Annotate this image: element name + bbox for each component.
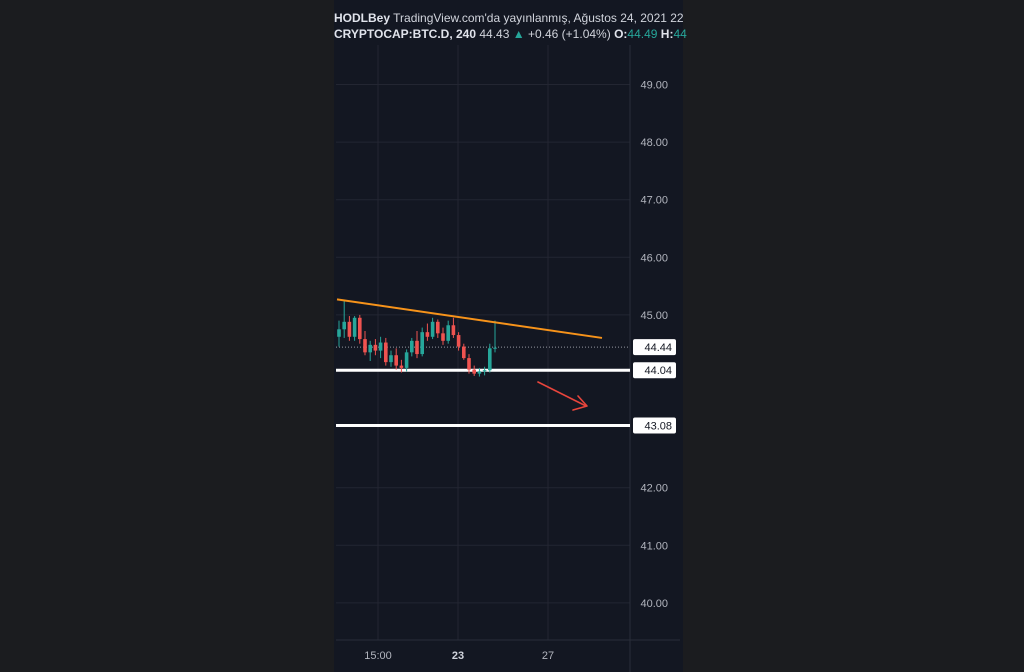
arrow-shaft bbox=[537, 381, 587, 407]
candle-body bbox=[462, 346, 466, 359]
candles bbox=[337, 300, 497, 377]
price-tick-label: 48.00 bbox=[640, 137, 668, 149]
high-label: H: bbox=[660, 27, 674, 41]
candle-body bbox=[404, 352, 409, 368]
price-tick-label: 42.00 bbox=[640, 483, 668, 495]
candle-body bbox=[456, 335, 461, 347]
candle-body bbox=[363, 339, 367, 353]
trendline bbox=[336, 298, 603, 339]
price-tick-label: 47.00 bbox=[640, 195, 668, 207]
symbol-line: CRYPTOCAP:BTC.D, 240 44.43 ▲ +0.46 (+1.0… bbox=[334, 26, 714, 42]
candle-body bbox=[415, 340, 419, 355]
time-axis: 15:00 23 27 bbox=[364, 650, 554, 662]
open-label: O: bbox=[614, 27, 628, 41]
arrow-head bbox=[572, 395, 588, 411]
time-tick-label: 15:00 bbox=[364, 650, 392, 662]
chart-panel[interactable] bbox=[334, 0, 683, 672]
candle-body bbox=[384, 342, 388, 363]
price-labels: 44.44 44.04 43.08 bbox=[633, 339, 676, 434]
candle-body bbox=[467, 358, 471, 370]
candle-body bbox=[482, 370, 487, 372]
open-value: 44.49 bbox=[627, 27, 658, 41]
candle-body bbox=[472, 369, 476, 374]
price-tick-label: 46.00 bbox=[640, 252, 668, 264]
candle-body bbox=[347, 321, 352, 337]
candle-body bbox=[389, 355, 393, 363]
right-margin bbox=[683, 0, 1024, 672]
high-value: 44 bbox=[673, 27, 687, 41]
price-label-box bbox=[633, 339, 676, 356]
price-axis: 49.00 48.00 47.00 46.00 45.00 42.00 41.00 40.00 bbox=[640, 80, 668, 610]
candle-body bbox=[368, 344, 372, 353]
price-tick-label: 41.00 bbox=[640, 540, 668, 552]
last-price: 44.43 bbox=[479, 27, 510, 41]
chart-header: HODLBey TradingView.com'da yayınlanmış, … bbox=[334, 10, 714, 42]
candle-body bbox=[352, 317, 357, 337]
candle-body bbox=[436, 321, 440, 334]
price-tick-label: 40.00 bbox=[640, 598, 668, 610]
price-label-box bbox=[633, 417, 676, 434]
price-label-text: 44.44 bbox=[644, 342, 672, 354]
candle-body bbox=[446, 325, 450, 341]
price-label-text: 44.04 bbox=[644, 365, 672, 377]
candle-body bbox=[493, 347, 497, 349]
candle-body bbox=[477, 371, 482, 374]
trendline-group bbox=[336, 298, 603, 339]
candle-body bbox=[358, 317, 362, 340]
symbol-label[interactable]: CRYPTOCAP:BTC.D, 240 bbox=[334, 27, 477, 41]
support-levels bbox=[336, 346, 630, 427]
publish-line: HODLBey TradingView.com'da yayınlanmış, … bbox=[334, 10, 714, 26]
candle-body bbox=[488, 348, 492, 371]
publish-info: TradingView.com'da yayınlanmış, Ağustos … bbox=[393, 11, 684, 25]
candle-body bbox=[342, 321, 346, 330]
candle-body bbox=[394, 355, 398, 366]
price-label-box bbox=[633, 362, 676, 379]
left-margin bbox=[0, 0, 334, 672]
candle-body bbox=[420, 332, 424, 355]
price-tick-label: 45.00 bbox=[640, 310, 668, 322]
candle-body bbox=[373, 344, 378, 351]
change-up-icon: ▲ bbox=[512, 27, 525, 41]
author-name[interactable]: HODLBey bbox=[334, 11, 391, 25]
candle-body bbox=[441, 333, 445, 341]
candle-body bbox=[337, 329, 341, 337]
time-tick-label: 23 bbox=[452, 650, 464, 662]
price-tick-label: 49.00 bbox=[640, 80, 668, 92]
time-tick-label: 27 bbox=[542, 650, 554, 662]
price-change: +0.46 (+1.04%) bbox=[527, 27, 611, 41]
chart-grid bbox=[336, 45, 630, 640]
candle-body bbox=[430, 321, 435, 337]
candle-body bbox=[451, 325, 456, 336]
candle-body bbox=[410, 340, 414, 353]
price-label-text: 43.08 bbox=[644, 420, 672, 432]
candle-body bbox=[378, 342, 383, 351]
candle-body bbox=[399, 365, 404, 368]
candle-body bbox=[425, 332, 430, 337]
annotation-group bbox=[537, 381, 588, 411]
